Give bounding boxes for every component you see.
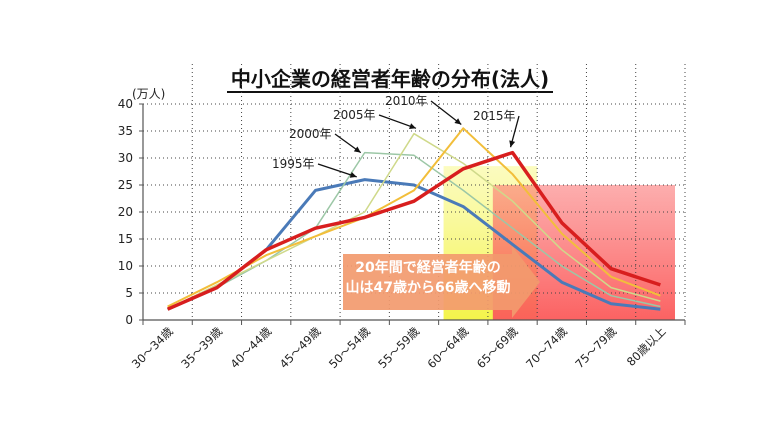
callout-arrow-head — [409, 123, 416, 130]
callout-arrow-line — [317, 163, 357, 178]
y-tick-label: 15 — [118, 232, 133, 246]
y-unit-label: (万人) — [132, 87, 165, 101]
y-tick-label: 20 — [118, 205, 133, 219]
series-label: 2000年 — [289, 127, 332, 141]
series-label: 2005年 — [333, 108, 376, 122]
callout-arrow-head — [353, 146, 361, 153]
grid-lines — [143, 64, 686, 320]
callout-arrow-line — [430, 100, 462, 126]
migration-arrow — [343, 246, 540, 318]
x-tick-label: 30～34歳 — [129, 324, 176, 371]
x-tick-label: 40～44歳 — [227, 324, 274, 371]
annotation-line-1: 20年間で経営者年齢の — [355, 259, 500, 276]
callout-arrow-line — [378, 114, 417, 129]
series-label: 2010年 — [385, 94, 428, 108]
x-tick-label: 65～69歳 — [474, 324, 521, 371]
y-tick-label: 5 — [125, 286, 133, 300]
x-tick-label: 60～64歳 — [425, 324, 472, 371]
migration-arrow-shape — [343, 246, 540, 318]
callout-arrow-head — [509, 140, 516, 148]
chart-title: 中小企業の経営者年齢の分布(法人) — [0, 63, 780, 93]
axes — [139, 103, 686, 325]
y-tick-label: 25 — [118, 178, 133, 192]
x-tick-label: 70～74歳 — [523, 324, 570, 371]
y-tick-label: 30 — [118, 151, 133, 165]
x-tick-labels: 30～34歳 35～39歳 40～44歳 45～49歳 50～54歳 55～59歳 60～6… — [129, 324, 669, 371]
series-label: 2015年 — [473, 109, 516, 123]
series-label: 1995年 — [272, 157, 315, 171]
series-lines — [166, 127, 661, 311]
annotation-line-2: 山は47歳から66歳へ移動 — [346, 279, 511, 296]
y-tick-label: 35 — [118, 124, 133, 138]
x-tick-label: 75～79歳 — [572, 324, 619, 371]
x-tick-label: 80歳以上 — [624, 324, 669, 369]
y-tick-labels: 0 5 10 15 20 25 30 35 40 — [118, 97, 133, 327]
x-tick-label: 55～59歳 — [375, 324, 422, 371]
y-tick-label: 10 — [118, 259, 133, 273]
y-tick-label: 0 — [125, 313, 133, 327]
callout-arrow-head — [454, 118, 462, 125]
x-tick-label: 50～54歳 — [326, 324, 373, 371]
x-tick-label: 45～49歳 — [277, 324, 324, 371]
y-tick-label: 40 — [118, 97, 133, 111]
x-tick-label: 35～39歳 — [178, 324, 225, 371]
chart-title-text: 中小企業の経営者年齢の分布(法人) — [226, 67, 554, 93]
callout-arrow-head — [349, 172, 357, 178]
